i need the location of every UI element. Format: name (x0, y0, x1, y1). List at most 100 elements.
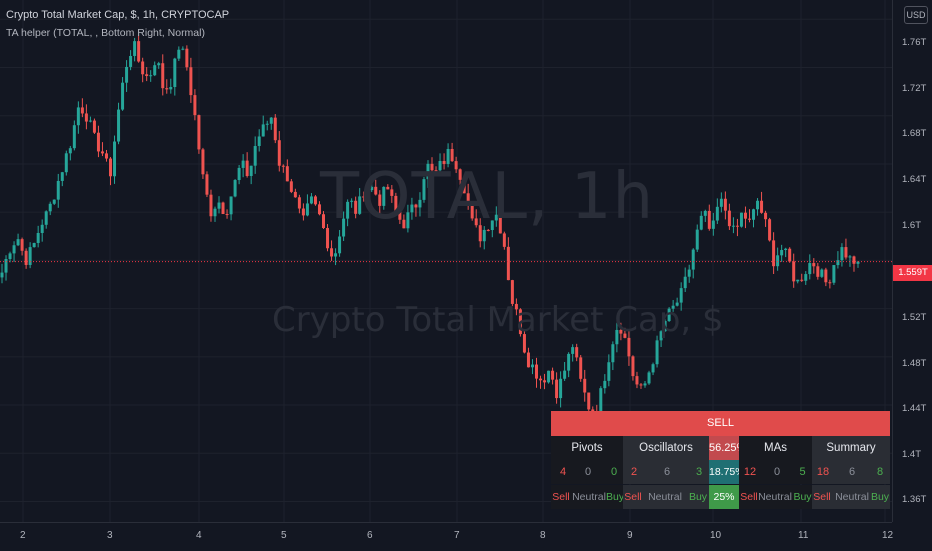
candle-body (587, 392, 591, 410)
candle-body (579, 357, 583, 379)
candle-body (60, 172, 64, 181)
candle-body (28, 247, 32, 265)
summary-sell-label: Sell (812, 485, 832, 509)
candle-body (121, 82, 125, 110)
candle-body (24, 250, 28, 265)
candle-body (233, 180, 237, 197)
time-tick: 3 (107, 530, 113, 541)
candle-body (410, 204, 414, 213)
candle-body (362, 196, 366, 198)
candle-body (768, 219, 772, 241)
candle-body (265, 123, 269, 125)
candle-body (88, 120, 92, 122)
mas-header: MAs (739, 436, 812, 460)
candle-body (52, 199, 56, 204)
candle-body (317, 204, 321, 215)
symbol-legend[interactable]: Crypto Total Market Cap, $, 1h, CRYPTOCA… (6, 9, 230, 21)
candle-body (72, 125, 76, 149)
candle-body (539, 378, 543, 381)
candle-body (145, 74, 149, 76)
price-tick: 1.48T (902, 358, 927, 369)
candle-body (671, 305, 675, 309)
price-axis[interactable]: USD 1.76T 1.72T 1.68T 1.64T 1.6T 1.559T … (892, 0, 932, 522)
candle-body (776, 255, 780, 267)
candle-body (350, 200, 354, 202)
candle-body (117, 109, 121, 142)
candle-body (157, 63, 161, 66)
candle-body (462, 179, 466, 194)
price-tick: 1.6T (902, 220, 922, 231)
sell-percent: 56.25% (709, 436, 746, 460)
candle-body (828, 282, 832, 284)
mas-neutral-count: 0 (761, 460, 793, 484)
candle-body (374, 186, 378, 195)
candle-body (8, 253, 12, 260)
candle-body (434, 170, 438, 172)
candle-body (844, 247, 848, 258)
candle-body (402, 219, 406, 229)
candle-body (796, 279, 800, 282)
candle-body (76, 107, 80, 126)
candle-body (217, 202, 221, 209)
candle-body (735, 225, 739, 227)
candle-body (559, 378, 563, 399)
candle-body (478, 225, 482, 242)
candle-body (458, 169, 462, 180)
candle-body (125, 66, 129, 83)
candle-body (764, 212, 768, 220)
price-tick: 1.52T (902, 312, 927, 323)
candle-body (547, 370, 551, 383)
candle-body (225, 214, 229, 216)
candle-body (338, 236, 342, 254)
candle-body (747, 218, 751, 220)
candle-body (518, 309, 522, 335)
candle-body (104, 153, 108, 159)
mas-sell-label: Sell (739, 485, 759, 509)
candle-body (0, 272, 4, 278)
pivots-neutral-label: Neutral (571, 485, 607, 509)
candle-body (390, 189, 394, 196)
candlestick-chart[interactable] (0, 0, 892, 522)
time-axis[interactable]: 2 3 4 5 6 7 8 9 10 11 12 (0, 522, 893, 551)
candle-body (695, 229, 699, 250)
candle-body (326, 228, 330, 249)
candle-body (189, 67, 193, 96)
candle-body (426, 163, 430, 180)
candle-body (571, 347, 575, 354)
candle-body (659, 331, 663, 341)
summary-buy-count: 8 (870, 460, 890, 484)
candle-body (153, 65, 157, 76)
candle-body (619, 329, 623, 334)
currency-button[interactable]: USD (904, 6, 928, 24)
candle-body (394, 195, 398, 212)
candle-body (804, 274, 808, 281)
candle-body (470, 203, 474, 219)
time-tick: 5 (281, 530, 287, 541)
price-tick: 1.4T (902, 449, 922, 460)
candle-body (852, 256, 856, 264)
candle-body (635, 376, 639, 385)
candle-body (567, 353, 571, 371)
mas-buy-label: Buy (793, 485, 812, 509)
candle-body (113, 141, 117, 177)
candle-body (727, 210, 731, 227)
pivots-buy-label: Buy (606, 485, 624, 509)
oscillators-buy-label: Buy (687, 485, 709, 509)
candle-body (181, 48, 185, 50)
candle-body (44, 211, 48, 225)
pivots-header: Pivots (551, 436, 623, 460)
candle-body (32, 242, 36, 248)
oscillators-sell-count: 2 (623, 460, 645, 484)
candle-body (277, 140, 281, 166)
oscillators-neutral-label: Neutral (643, 485, 687, 509)
candle-body (482, 229, 486, 242)
candle-body (177, 49, 181, 59)
candle-body (494, 214, 498, 221)
candle-body (378, 194, 382, 206)
indicator-legend[interactable]: TA helper (TOTAL, , Bottom Right, Normal… (6, 27, 205, 39)
candle-body (466, 193, 470, 204)
candle-body (526, 352, 530, 368)
chart-pane[interactable]: TOTAL, 1h Crypto Total Market Cap, $ Cry… (0, 0, 892, 522)
candle-body (342, 218, 346, 237)
candle-body (760, 200, 764, 213)
